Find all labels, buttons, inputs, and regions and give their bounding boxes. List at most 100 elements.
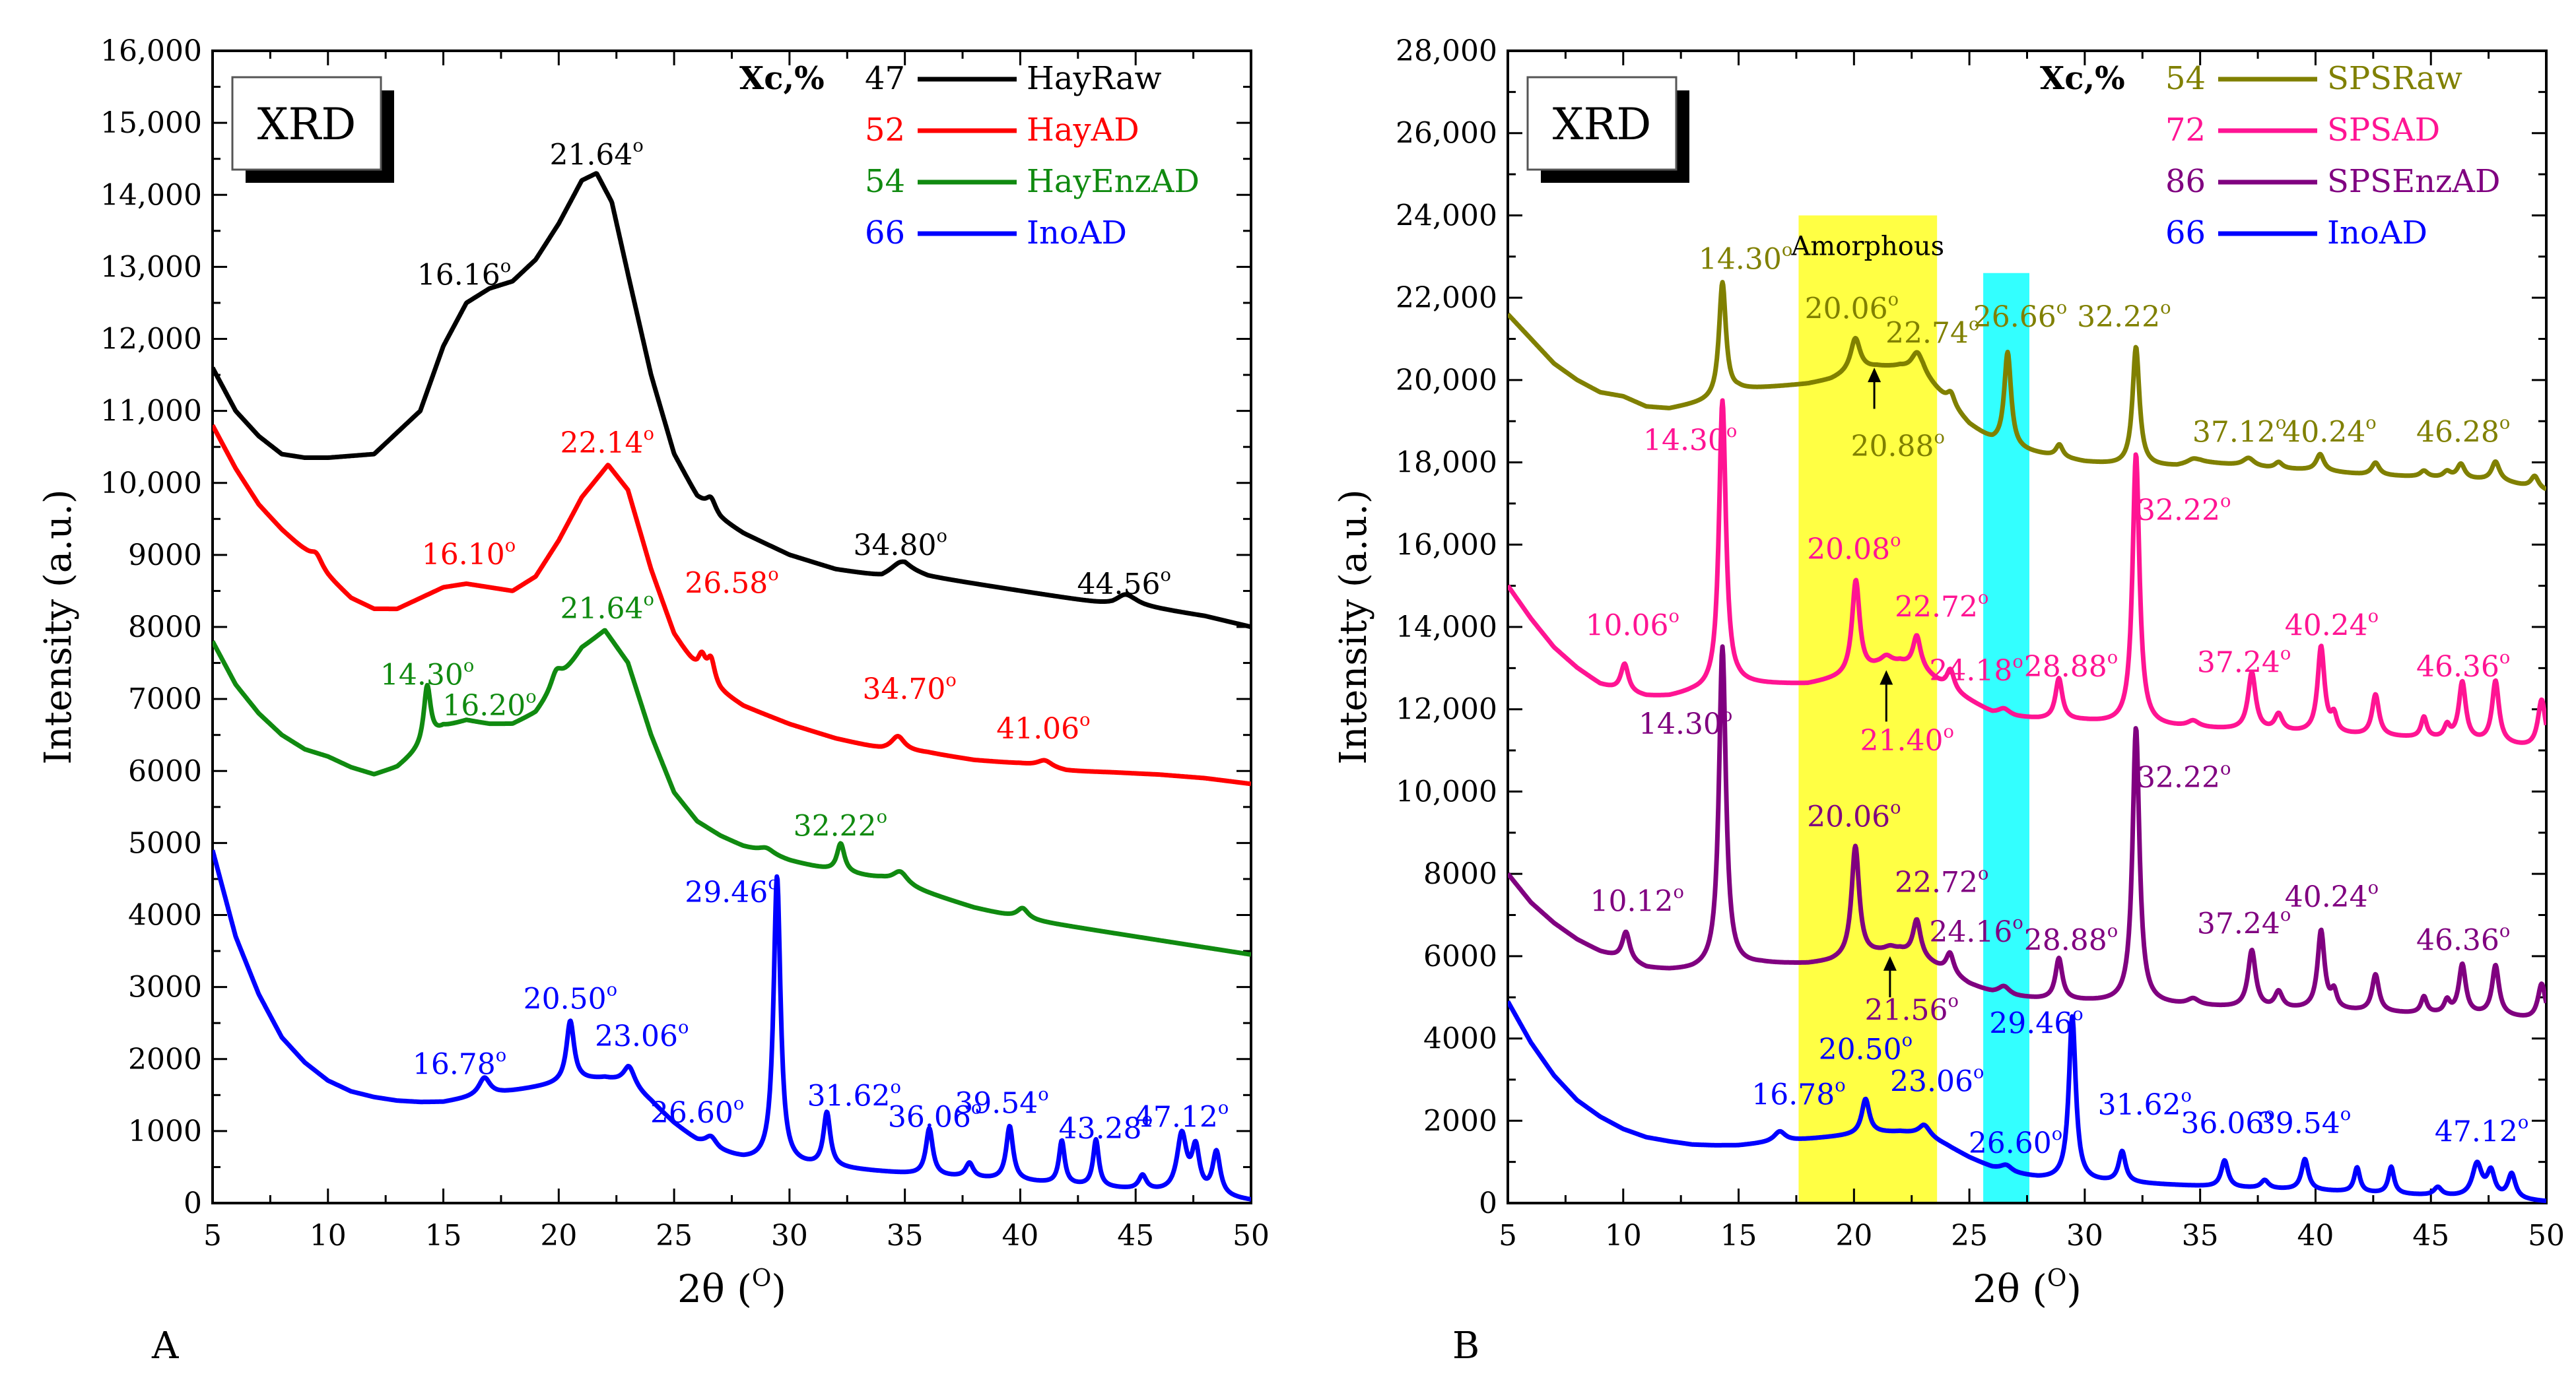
peak-label-hayenzad-degree: o <box>644 589 654 610</box>
y-tick-label: 14,000 <box>100 178 202 212</box>
peak-label-inoad-degree: o <box>733 1094 744 1114</box>
peak-label-inoad-value: 47.12 <box>2435 1115 2518 1148</box>
peak-label-inoad-degree: o <box>1835 1076 1845 1096</box>
peak-label-inoad: 39.54o <box>955 1084 1048 1121</box>
y-tick-label: 16,000 <box>1396 528 1497 562</box>
peak-label-inoad: 47.12o <box>2435 1113 2528 1149</box>
peak-label-spsraw: 26.66o <box>1973 298 2067 334</box>
legend-series-name: InoAD <box>2327 214 2427 251</box>
peak-label-inoad-value: 47.12 <box>1135 1100 1218 1134</box>
peak-label-spsad: 10.06o <box>1586 606 1679 643</box>
y-tick-label: 3000 <box>128 971 202 1004</box>
legend-series-name: HayAD <box>1027 112 1139 148</box>
x-tick-label: 25 <box>656 1219 693 1253</box>
peak-label-hayenzad-degree: o <box>463 656 474 676</box>
peak-label-inoad-value: 20.50 <box>1819 1033 1902 1066</box>
peak-label-spsenzad-value: 28.88 <box>2024 924 2107 958</box>
peak-label-spsad-degree: o <box>2220 491 2231 511</box>
x-tick-label: 35 <box>887 1219 924 1253</box>
highlight-band-1 <box>1983 273 2029 1204</box>
peak-label-inoad: 26.60o <box>650 1094 744 1130</box>
peak-label-spsraw-degree: o <box>1782 240 1792 261</box>
x-axis-label: 2θ (O) <box>1973 1265 2082 1311</box>
peak-label-inoad: 26.60o <box>1969 1124 2062 1160</box>
peak-label-spsraw-value: 14.30 <box>1699 242 1782 276</box>
peak-label-spsenzad: 10.12o <box>1590 882 1684 918</box>
peak-label-spsad-value: 40.24 <box>2285 608 2368 642</box>
peak-label-spsenzad-value: 21.56 <box>1865 994 1948 1028</box>
peak-label-spsraw: 32.22o <box>2077 298 2171 334</box>
peak-label-spsenzad: 46.36o <box>2416 921 2510 958</box>
xrd-badge <box>231 76 382 171</box>
peak-label-hayraw-degree: o <box>936 526 947 546</box>
y-tick-label: 14,000 <box>1396 610 1497 644</box>
peak-label-hayad: 16.10o <box>422 535 516 572</box>
y-axis-label: Intensity (a.u.) <box>37 489 80 764</box>
peak-label-spsad: 20.08o <box>1807 530 1901 566</box>
peak-label-spsad-degree: o <box>1944 721 1954 742</box>
peak-label-spsad-value: 10.06 <box>1586 608 1669 642</box>
peak-label-spsenzad-value: 22.72 <box>1895 866 1978 900</box>
peak-label-hayraw: 44.56o <box>1077 565 1171 601</box>
x-tick-label: 15 <box>425 1219 462 1253</box>
peak-label-spsad-degree: o <box>2368 606 2379 627</box>
peak-label-inoad: 31.62o <box>2098 1086 2192 1122</box>
peak-label-spsraw-value: 22.74 <box>1885 317 1969 350</box>
series-curves <box>213 171 1251 1202</box>
peak-label-hayad-degree: o <box>644 424 654 444</box>
x-axis-label-degree: O <box>2047 1265 2067 1292</box>
peak-label-hayraw-value: 21.64 <box>549 138 632 172</box>
series-line-hayad <box>213 424 1251 787</box>
peak-label-hayad: 26.58o <box>685 564 778 601</box>
peak-label-spsraw-degree: o <box>2160 298 2171 318</box>
peak-label-inoad-degree: o <box>891 1077 901 1097</box>
peak-label-inoad-value: 31.62 <box>807 1080 891 1113</box>
peak-label-inoad-value: 26.60 <box>650 1096 733 1130</box>
peak-label-inoad: 31.62o <box>807 1077 901 1113</box>
peak-label-inoad: 39.54o <box>2257 1104 2351 1140</box>
peak-label-hayad-value: 22.14 <box>560 426 644 460</box>
x-tick-label: 5 <box>203 1219 222 1253</box>
peak-label-spsad-degree: o <box>2107 647 2118 668</box>
peak-label-spsenzad-degree: o <box>1978 863 1988 884</box>
peak-label-hayad-degree: o <box>945 670 956 690</box>
peak-label-hayenzad-value: 16.20 <box>442 689 525 723</box>
peak-label-inoad: 20.50o <box>524 980 617 1016</box>
peak-label-inoad-degree: o <box>1973 1063 1984 1083</box>
peak-label-hayraw-degree: o <box>500 256 511 277</box>
peak-label-spsenzad: 40.24o <box>2285 878 2379 914</box>
legend-xc-value: 66 <box>865 214 905 251</box>
y-tick-label: 8000 <box>1423 857 1497 891</box>
peak-label-hayad: 34.70o <box>862 670 956 706</box>
peak-label-hayraw-degree: o <box>632 136 643 156</box>
peak-label-inoad: 23.06o <box>1890 1063 1984 1099</box>
peak-label-spsad-value: 24.18 <box>1929 654 2012 688</box>
peak-label-spsad-degree: o <box>1726 421 1737 442</box>
legend-series-name: HayEnzAD <box>1027 163 1200 200</box>
y-tick-label: 1000 <box>128 1115 202 1148</box>
x-tick-label: 10 <box>1605 1219 1642 1253</box>
peak-label-spsraw-degree: o <box>1969 314 1979 335</box>
peak-label-inoad-value: 26.60 <box>1969 1127 2052 1160</box>
peak-label-spsad: 28.88o <box>2024 647 2118 684</box>
peak-label-hayad-value: 26.58 <box>685 567 768 601</box>
peak-label-spsad-value: 46.36 <box>2416 650 2499 684</box>
peak-label-inoad-degree: o <box>2181 1086 2192 1106</box>
peak-label-inoad: 29.46o <box>685 873 778 909</box>
y-tick-label: 12,000 <box>100 323 202 356</box>
band-label-0: Amorphous <box>1790 231 1944 261</box>
peak-label-hayenzad: 14.30o <box>380 656 474 692</box>
peak-label-spsraw: 40.24o <box>2282 413 2376 449</box>
peak-label-spsad-value: 21.40 <box>1860 724 1944 758</box>
series-line-spsad <box>1508 398 2546 745</box>
peak-label-inoad-degree: o <box>2072 1004 2083 1025</box>
peak-label-spsenzad-degree: o <box>2107 921 2118 942</box>
peak-label-spsenzad: 24.16o <box>1929 913 2023 949</box>
y-tick-label: 16,000 <box>100 34 202 68</box>
peak-label-spsad: 37.24o <box>2197 643 2291 680</box>
peak-label-spsenzad-degree: o <box>1674 882 1684 902</box>
peak-label-inoad-value: 16.78 <box>413 1048 496 1082</box>
peak-label-spsenzad: 14.30o <box>1639 705 1732 741</box>
peak-label-hayraw-degree: o <box>1161 565 1171 585</box>
